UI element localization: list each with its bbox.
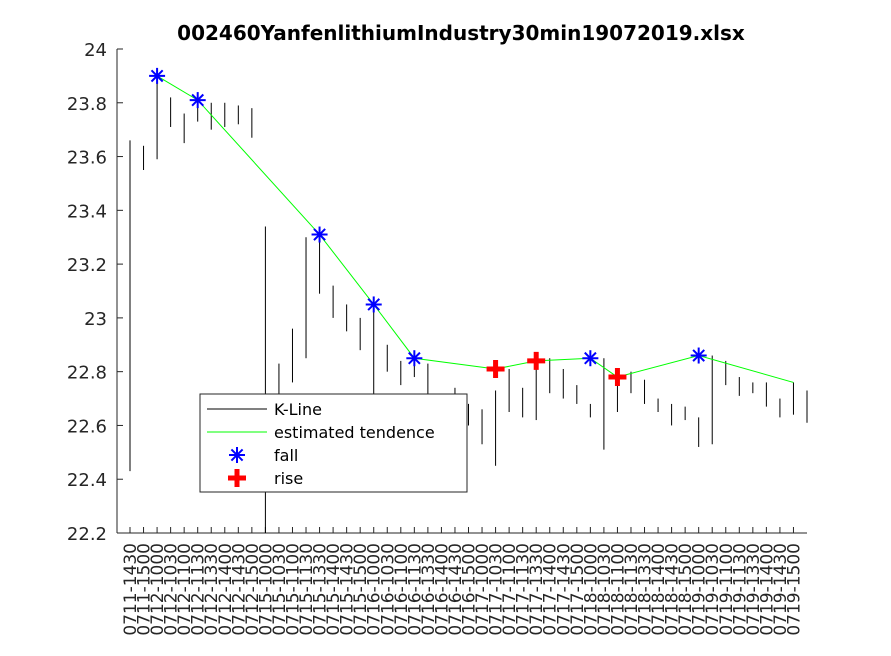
fall-marker	[690, 347, 707, 364]
x-tick-label: 0715-1030	[270, 543, 290, 636]
plot-area: 22.2 22.4 22.6 22.8 23 23.2 23.4 23.6 23.8 24 0711…	[67, 40, 808, 636]
x-tick-label: 0719-1100	[717, 543, 737, 636]
x-tick-label: 0712-1000	[148, 543, 168, 636]
y-tick-label: 23.2	[67, 255, 107, 276]
x-tick-label: 0715-1500	[351, 543, 371, 636]
x-tick-label: 0718-1330	[636, 543, 656, 636]
x-tick-label: 0717-1330	[527, 543, 547, 636]
y-tick-label: 24	[84, 40, 107, 61]
x-tick-label: 0715-1400	[324, 543, 344, 636]
fall-marker	[149, 67, 166, 84]
x-tick-label: 0715-1430	[338, 543, 358, 636]
x-tick-label: 0712-1130	[189, 543, 209, 636]
x-tick-label: 0717-1030	[487, 543, 507, 636]
y-tick-label: 22.8	[67, 363, 107, 384]
x-tick-label: 0715-1330	[311, 543, 331, 636]
x-tick-label: 0716-1430	[446, 543, 466, 636]
rise-marker	[608, 368, 627, 387]
legend-label: estimated tendence	[274, 423, 435, 442]
fall-marker	[406, 350, 423, 367]
x-tick-label: 0718-1130	[622, 543, 642, 636]
x-tick-label: 0716-1030	[378, 543, 398, 636]
y-tick-label: 22.2	[67, 524, 107, 545]
x-tick-label: 0716-1400	[432, 543, 452, 636]
legend-rise-swatch	[228, 469, 246, 487]
tendence-line	[156, 75, 794, 383]
rise-marker	[486, 359, 505, 378]
x-tick-label: 0715-1130	[297, 543, 317, 636]
y-tick-label: 23	[84, 309, 107, 330]
chart-title: 002460YanfenlithiumIndustry30min19072019…	[177, 21, 745, 45]
x-tick-label: 0715-1000	[256, 543, 276, 636]
fall-marker	[189, 92, 206, 109]
x-tick-label: 0717-1130	[514, 543, 534, 636]
x-tick-label: 0718-1100	[608, 543, 628, 636]
x-tick-label: 0719-1130	[730, 543, 750, 636]
y-tick-label: 22.4	[67, 470, 107, 491]
x-tick-label: 0712-1400	[216, 543, 236, 636]
y-tick-label: 23.6	[67, 148, 107, 169]
rise-marker	[527, 351, 546, 370]
x-tick-label: 0717-1000	[473, 543, 493, 636]
y-tick-label: 23.8	[67, 94, 107, 115]
x-tick-label: 0717-1100	[500, 543, 520, 636]
x-tick-label: 0718-1500	[676, 543, 696, 636]
y-tick-label: 22.6	[67, 416, 107, 437]
fall-marker	[582, 350, 599, 367]
x-tick-label: 0719-1000	[690, 543, 710, 636]
legend-label: fall	[274, 446, 298, 465]
x-tick-label: 0719-1030	[703, 543, 723, 636]
x-tick-label: 0712-1030	[162, 543, 182, 636]
x-tick-label: 0719-1400	[757, 543, 777, 636]
x-tick-label: 0718-1000	[581, 543, 601, 636]
x-tick-label: 0716-1330	[419, 543, 439, 636]
x-tick-label: 0715-1100	[283, 543, 303, 636]
x-tick-label: 0716-1000	[365, 543, 385, 636]
x-tick-label: 0712-1100	[175, 543, 195, 636]
x-tick-label: 0712-1500	[243, 543, 263, 636]
legend-label: K-Line	[274, 400, 322, 419]
x-tick-label: 0718-1400	[649, 543, 669, 636]
x-tick-label: 0719-1500	[784, 543, 804, 636]
x-tick-label: 0716-1500	[460, 543, 480, 636]
x-tick-label: 0717-1400	[541, 543, 561, 636]
x-tick-label: 0712-1330	[202, 543, 222, 636]
x-tick-label: 0717-1500	[568, 543, 588, 636]
x-tick-label: 0719-1330	[744, 543, 764, 636]
fall-marker	[365, 296, 382, 313]
x-tick-label: 0712-1430	[229, 543, 249, 636]
x-tick-label: 0717-1430	[554, 543, 574, 636]
fall-marker	[311, 226, 328, 243]
y-tick-label: 23.4	[67, 201, 107, 222]
x-tick-label: 0716-1130	[405, 543, 425, 636]
legend-label: rise	[274, 469, 303, 488]
x-tick-label: 0718-1430	[663, 543, 683, 636]
legend-fall-swatch	[229, 447, 245, 463]
x-tick-label: 0711-1500	[135, 543, 155, 636]
x-tick-label: 0718-1030	[595, 543, 615, 636]
x-tick-label: 0716-1100	[392, 543, 412, 636]
x-tick-label: 0719-1430	[771, 543, 791, 636]
x-tick-label: 0711-1430	[121, 543, 141, 636]
